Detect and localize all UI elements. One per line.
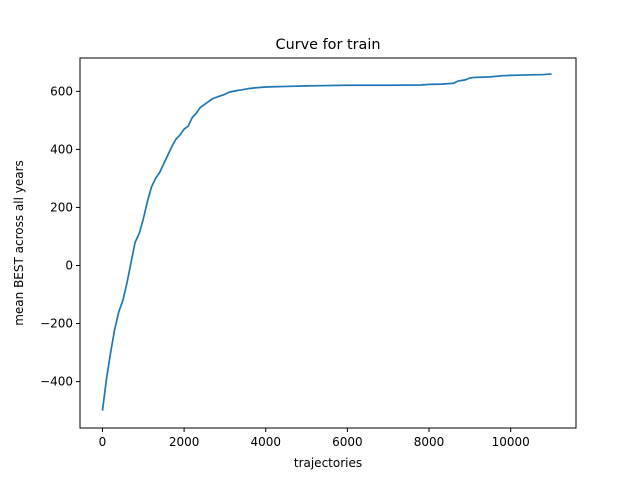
y-tick-label: 0 [65, 258, 73, 272]
x-tick-label: 0 [99, 435, 107, 449]
series-line-0 [101, 73, 552, 411]
y-axis: −400 −200 0 200 400 600 [40, 84, 80, 389]
y-tick-label: −200 [40, 317, 73, 331]
y-tick-label: −400 [40, 375, 73, 389]
plot-area-frame [79, 57, 577, 429]
x-tick-label: 4000 [250, 435, 281, 449]
x-tick-label: 10000 [492, 435, 530, 449]
x-axis-label: trajectories [294, 456, 362, 470]
x-tick-label: 2000 [169, 435, 200, 449]
y-axis-label: mean BEST across all years [12, 160, 26, 326]
y-tick-label: 200 [50, 200, 73, 214]
chart-title: Curve for train [276, 37, 381, 53]
series-layer [101, 73, 552, 411]
x-tick-label: 6000 [332, 435, 363, 449]
x-axis: 0 2000 4000 6000 8000 10000 [99, 428, 530, 449]
x-tick-label: 8000 [414, 435, 445, 449]
y-tick-label: 600 [50, 84, 73, 98]
y-tick-label: 400 [50, 142, 73, 156]
